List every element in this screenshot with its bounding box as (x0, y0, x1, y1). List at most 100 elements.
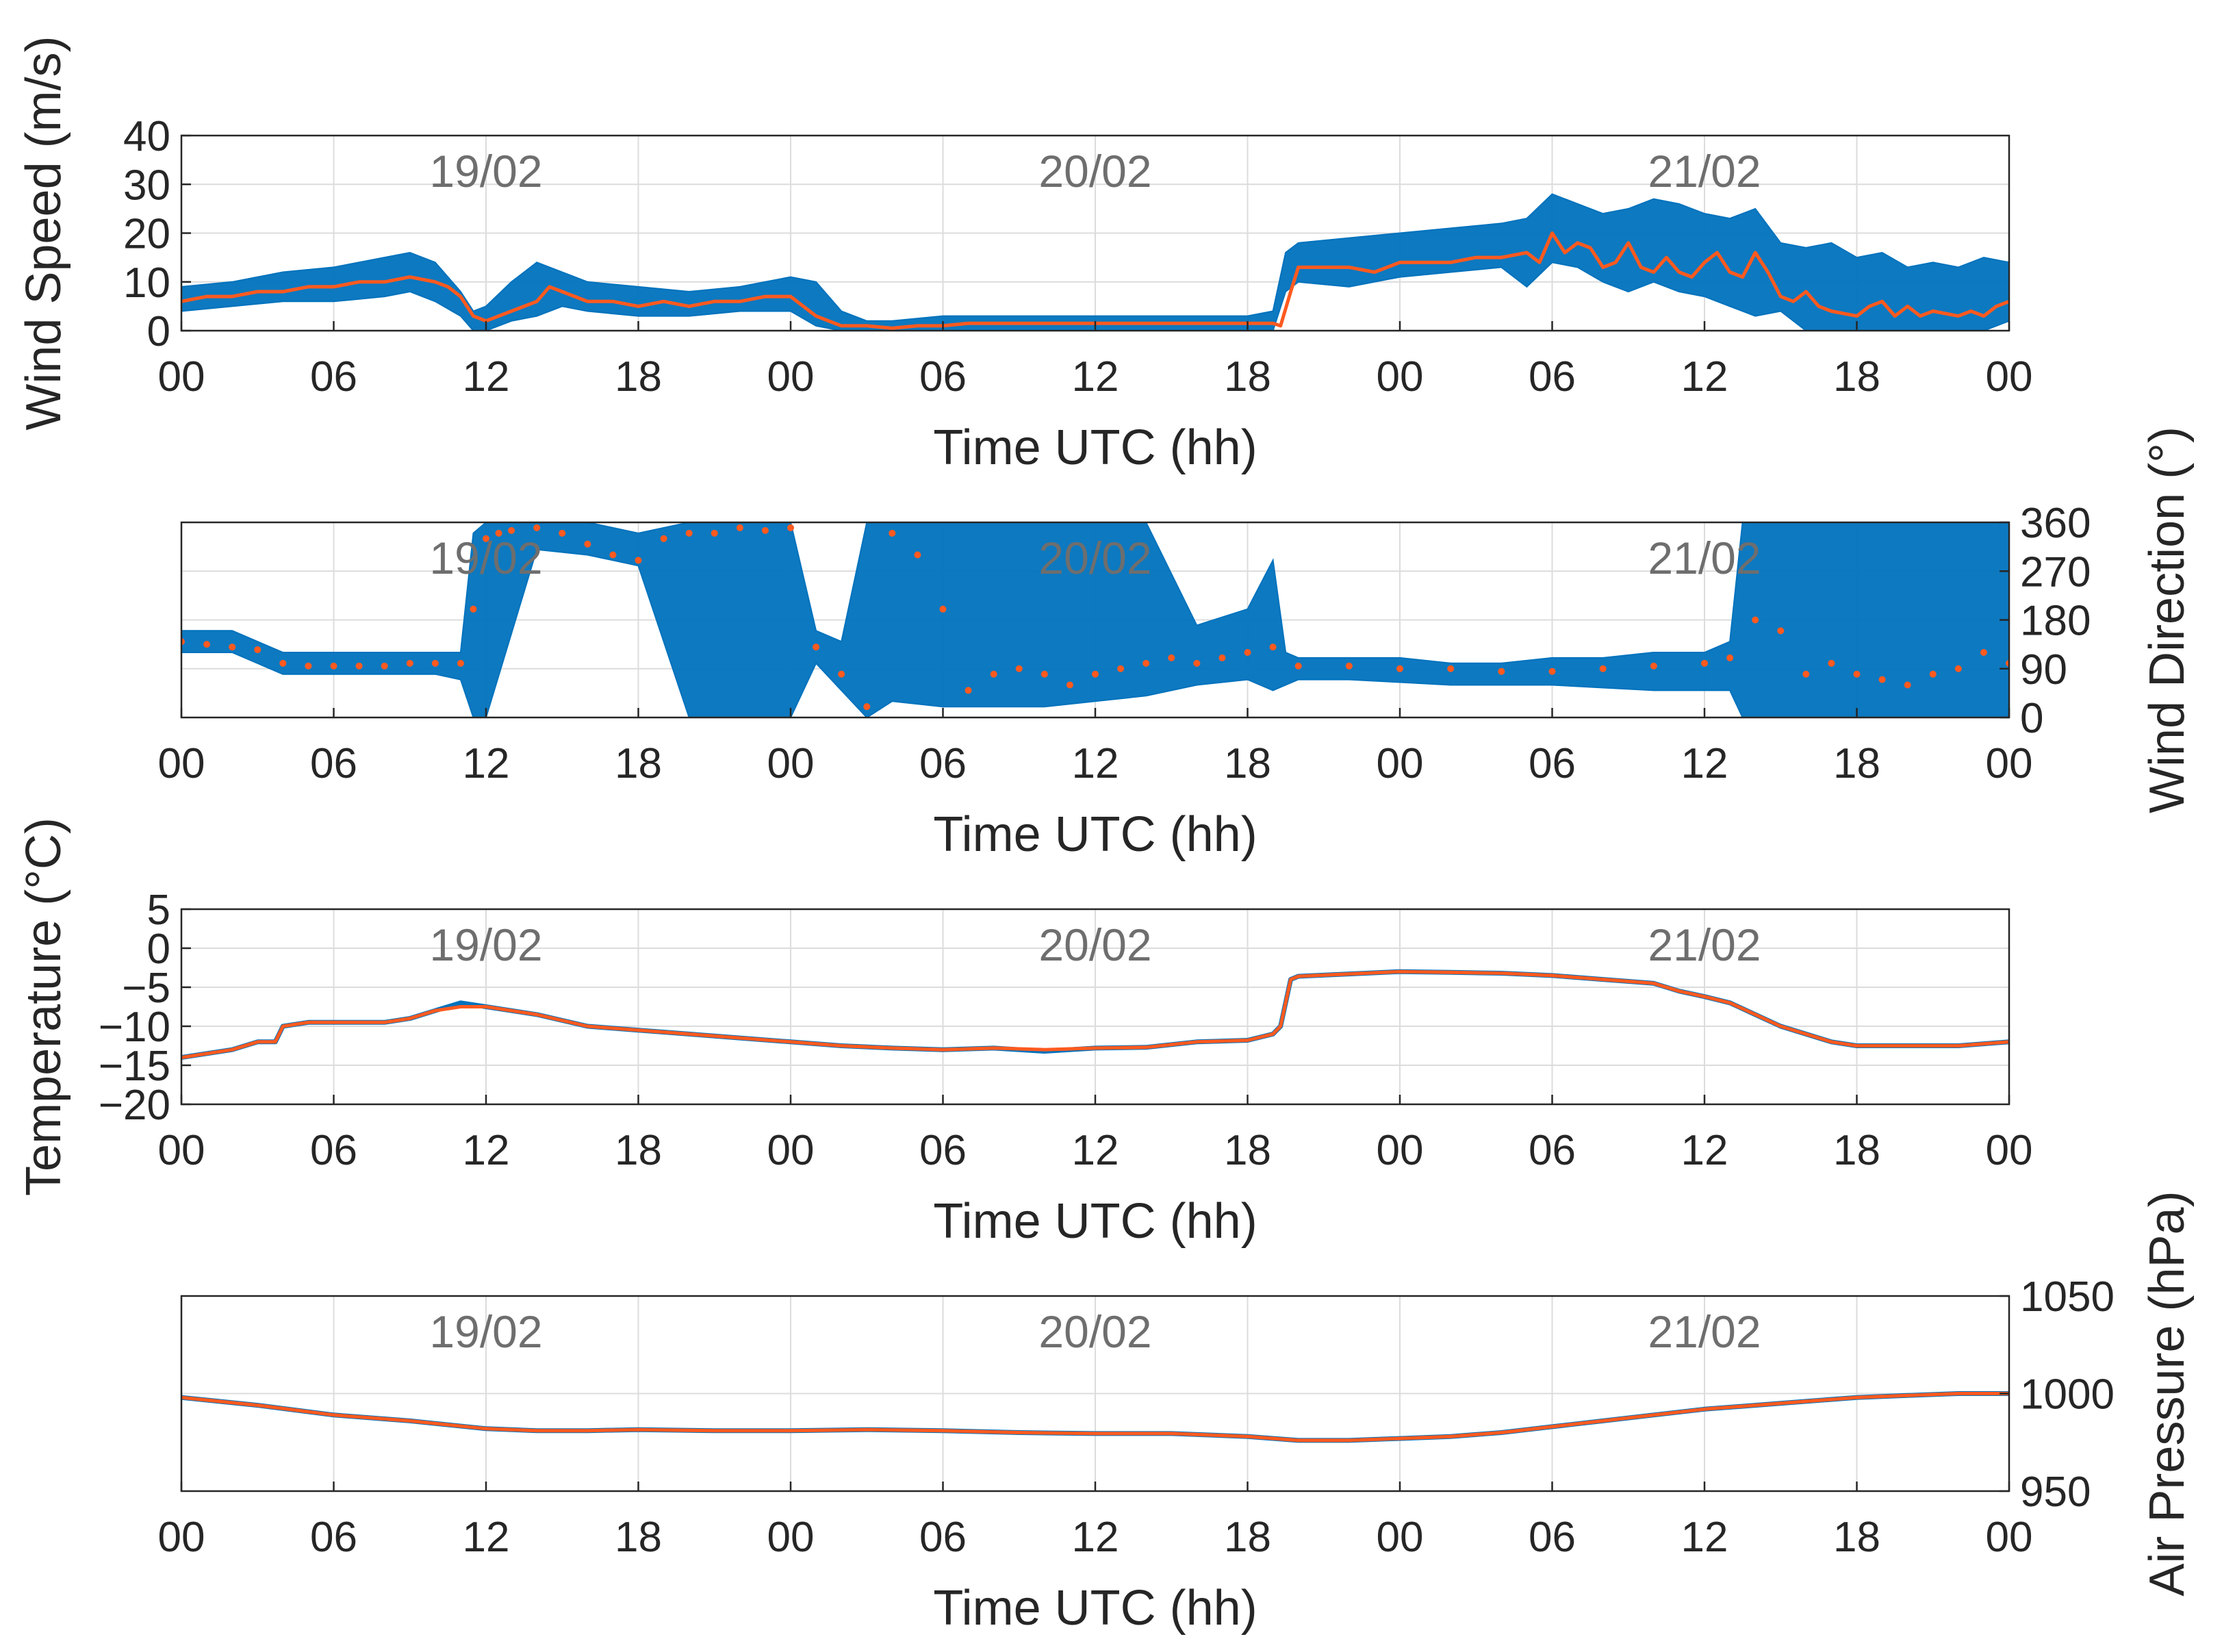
day-label: 20/02 (1038, 146, 1151, 196)
day-label: 20/02 (1038, 1306, 1151, 1357)
day-label: 19/02 (429, 533, 542, 583)
series-mean-point (787, 524, 794, 531)
series-mean-point (1904, 681, 1911, 689)
x-tick-label: 00 (767, 353, 815, 401)
series-mean-point (889, 529, 896, 537)
x-tick-label: 00 (158, 1127, 205, 1174)
series-mean-point (1193, 659, 1201, 667)
x-tick-label: 18 (615, 740, 662, 787)
day-label: 21/02 (1648, 533, 1761, 583)
series-mean-point (685, 529, 693, 537)
x-tick-label: 18 (615, 1514, 662, 1561)
x-tick-label: 18 (1833, 1127, 1880, 1174)
series-mean-point (990, 670, 997, 678)
x-tick-label: 12 (463, 1127, 510, 1174)
y-tick-label: 40 (123, 113, 170, 160)
series-mean-point (1218, 654, 1226, 661)
x-tick-label: 18 (1224, 1127, 1271, 1174)
y-tick-label: 1000 (2020, 1371, 2115, 1419)
day-label: 19/02 (429, 919, 542, 970)
x-tick-label: 12 (1072, 353, 1119, 401)
series-mean-point (1752, 616, 1759, 624)
x-axis-label: Time UTC (hh) (933, 807, 1257, 862)
x-tick-label: 18 (615, 353, 662, 401)
y-tick-label: 950 (2020, 1469, 2091, 1516)
x-tick-label: 00 (158, 740, 205, 787)
series-mean-point (279, 659, 287, 667)
x-tick-label: 12 (463, 353, 510, 401)
y-axis-label: Wind Direction (°) (2140, 427, 2195, 813)
y-tick-label: 20 (123, 211, 170, 258)
x-tick-label: 00 (767, 740, 815, 787)
x-tick-label: 18 (615, 1127, 662, 1174)
x-tick-label: 18 (1224, 740, 1271, 787)
series-mean-point (1244, 649, 1251, 656)
series-mean-point (229, 644, 236, 651)
x-tick-label: 00 (767, 1127, 815, 1174)
x-tick-label: 12 (1681, 740, 1728, 787)
series-mean-point (254, 646, 261, 654)
x-tick-label: 00 (1377, 353, 1424, 401)
series-mean-point (1294, 662, 1302, 670)
data-layer (181, 193, 2009, 331)
series-mean-point (660, 535, 667, 542)
series-mean-point (1142, 659, 1150, 667)
x-tick-label: 06 (310, 1127, 357, 1174)
series-mean-point (1117, 665, 1125, 672)
day-label: 21/02 (1648, 919, 1761, 970)
y-tick-label: 360 (2020, 500, 2091, 547)
series-mean-point (431, 659, 439, 667)
x-tick-label: 06 (919, 1127, 967, 1174)
series-mean-point (483, 535, 489, 542)
series-mean-point (635, 557, 642, 564)
x-tick-label: 12 (463, 740, 510, 787)
y-tick-label: −20 (99, 1082, 170, 1129)
x-tick-label: 00 (1377, 740, 1424, 787)
data-layer (181, 1391, 2009, 1443)
series-mean-point (863, 703, 871, 711)
series-mean-point (381, 662, 388, 670)
x-tick-label: 06 (1529, 1127, 1576, 1174)
series-mean-point (1015, 665, 1023, 672)
x-tick-label: 00 (767, 1514, 815, 1561)
x-axis-label: Time UTC (hh) (933, 1581, 1257, 1636)
series-raw-band (181, 193, 2009, 331)
y-axis-label: Temperature (°C) (16, 817, 71, 1196)
series-mean-point (609, 551, 617, 559)
series-mean-point (559, 529, 566, 537)
series-mean-point (1802, 670, 1810, 678)
series-mean-point (838, 670, 845, 678)
x-tick-label: 06 (1529, 740, 1576, 787)
series-mean-point (508, 526, 515, 534)
y-tick-label: 5 (147, 887, 170, 934)
panel-wind_speed: 19/02 20/02 21/02 00 06 12 18 00 06 12 18 00 06 12 18 0… (16, 36, 2032, 475)
x-tick-label: 06 (919, 1514, 967, 1561)
y-tick-label: −15 (99, 1043, 170, 1090)
x-tick-label: 06 (1529, 1514, 1576, 1561)
series-mean-line (181, 231, 2009, 330)
series-mean-point (1599, 665, 1607, 672)
series-mean-point (1066, 681, 1073, 689)
series-mean-point (1878, 676, 1886, 683)
y-tick-label: 270 (2020, 548, 2091, 596)
x-tick-label: 06 (310, 1514, 357, 1561)
series-mean-point (1828, 659, 1835, 667)
y-tick-label: −5 (122, 965, 170, 1012)
y-tick-label: 90 (2020, 646, 2067, 694)
data-layer (181, 969, 2009, 1060)
x-axis-label: Time UTC (hh) (933, 420, 1257, 475)
x-tick-label: 12 (1681, 1127, 1728, 1174)
day-label: 19/02 (429, 1306, 542, 1357)
y-tick-label: −10 (99, 1004, 170, 1051)
series-mean-point (203, 641, 211, 648)
series-mean-point (1980, 649, 1987, 656)
series-mean-point (1168, 654, 1175, 661)
day-label: 20/02 (1038, 919, 1151, 970)
x-tick-label: 00 (158, 1514, 205, 1561)
x-tick-label: 00 (1986, 1514, 2033, 1561)
x-tick-label: 06 (919, 740, 967, 787)
series-mean-point (470, 605, 477, 613)
x-tick-label: 12 (1072, 740, 1119, 787)
